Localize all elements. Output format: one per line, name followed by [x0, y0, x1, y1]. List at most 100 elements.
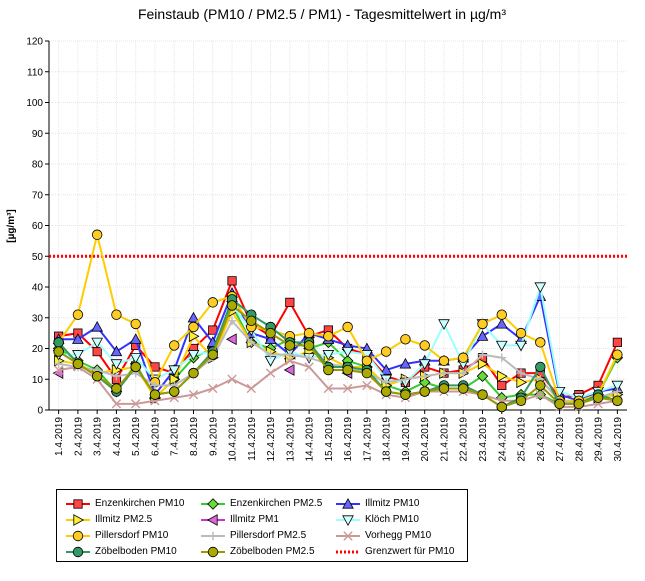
data-point: [323, 364, 334, 376]
data-point: [207, 349, 218, 360]
series-line: [58, 319, 618, 405]
data-point: [592, 392, 604, 403]
data-point: [53, 337, 64, 348]
data-point: [495, 340, 508, 352]
data-point: [303, 327, 315, 339]
data-point: [323, 331, 334, 342]
data-point: [283, 364, 295, 376]
legend-swatch: [66, 514, 90, 526]
y-axis-label: [µg/m³]: [6, 209, 17, 243]
y-tick-label: 0: [37, 406, 43, 417]
data-point: [188, 321, 199, 333]
data-point: [342, 364, 353, 376]
data-point: [361, 355, 373, 367]
data-point: [381, 378, 391, 387]
data-point: [92, 346, 102, 357]
data-point: [91, 370, 103, 382]
legend-label: Zöbelboden PM2.5: [230, 546, 315, 557]
legend-marker: [73, 514, 85, 526]
data-point: [477, 318, 488, 330]
x-tick-label: 20.4.2019: [420, 417, 431, 462]
legend-label: Pillersdorf PM10: [95, 530, 169, 541]
data-point: [188, 389, 199, 400]
data-point: [476, 330, 489, 341]
data-point: [208, 383, 218, 394]
data-point: [72, 350, 84, 361]
x-tick-label: 10.4.2019: [228, 417, 239, 462]
data-point: [72, 333, 84, 344]
data-point: [304, 353, 314, 362]
y-tick-label: 10: [32, 375, 44, 386]
legend-marker: [207, 546, 219, 558]
legend-label: Pillersdorf PM2.5: [230, 530, 307, 541]
data-point: [227, 316, 237, 326]
data-point: [322, 350, 335, 361]
x-tick-label: 21.4.2019: [439, 417, 450, 462]
data-point: [131, 399, 141, 409]
data-point: [534, 282, 547, 294]
legend-swatch: [201, 498, 225, 510]
data-point: [226, 333, 237, 346]
data-point: [342, 321, 353, 333]
x-tick-label: 19.4.2019: [401, 417, 412, 462]
data-point: [265, 368, 276, 378]
legend-label: Klöch PM10: [365, 514, 419, 525]
data-point: [130, 361, 141, 373]
data-point: [438, 319, 450, 330]
legend-marker: [73, 499, 83, 509]
data-point: [477, 389, 488, 400]
y-tick-label: 100: [26, 98, 43, 109]
legend-marker: [72, 530, 84, 542]
data-point: [535, 380, 546, 391]
legend-label: Enzenkirchen PM10: [95, 498, 185, 509]
x-tick-label: 12.4.2019: [266, 417, 277, 462]
data-point: [53, 365, 64, 375]
data-point: [516, 376, 528, 389]
data-point: [342, 383, 353, 394]
data-point: [380, 346, 392, 357]
data-point: [478, 350, 487, 359]
data-point: [400, 334, 411, 345]
x-tick-label: 15.4.2019: [324, 417, 335, 462]
data-point: [419, 340, 430, 351]
data-point: [284, 340, 296, 351]
data-point: [535, 337, 546, 348]
data-point: [285, 297, 295, 307]
data-point: [112, 371, 121, 381]
legend-swatch: [66, 499, 90, 509]
data-point: [226, 300, 238, 311]
data-point: [535, 389, 545, 400]
x-tick-label: 26.4.2019: [536, 417, 547, 462]
data-point: [515, 340, 527, 352]
legend-swatch: [201, 546, 225, 558]
data-point: [476, 370, 489, 382]
data-point: [496, 401, 507, 413]
data-point: [187, 350, 200, 361]
data-point: [439, 368, 449, 378]
legend-label: Illmitz PM1: [230, 514, 279, 525]
data-point: [573, 398, 585, 410]
data-point: [497, 380, 507, 391]
series-10: [53, 300, 623, 413]
x-tick-label: 5.4.2019: [131, 417, 142, 456]
y-tick-label: 30: [32, 313, 44, 324]
data-point: [285, 350, 295, 359]
data-point: [477, 357, 489, 370]
y-tick-label: 110: [27, 67, 43, 78]
data-point: [227, 276, 237, 286]
data-point: [418, 359, 431, 370]
data-point: [516, 368, 526, 378]
x-tick-label: 4.4.2019: [112, 417, 123, 456]
x-tick-label: 25.4.2019: [517, 417, 528, 462]
data-point: [111, 309, 122, 320]
x-tick-label: 17.4.2019: [362, 417, 373, 462]
legend-marker: [72, 546, 84, 558]
legend-label: Zöbelboden PM10: [95, 546, 177, 557]
legend-swatch: [336, 497, 360, 509]
x-tick-label: 7.4.2019: [170, 417, 181, 456]
x-tick-label: 13.4.2019: [285, 417, 296, 462]
legend-label: Enzenkirchen PM2.5: [230, 498, 323, 509]
legend-marker: [208, 531, 218, 541]
legend-marker: [342, 515, 354, 527]
